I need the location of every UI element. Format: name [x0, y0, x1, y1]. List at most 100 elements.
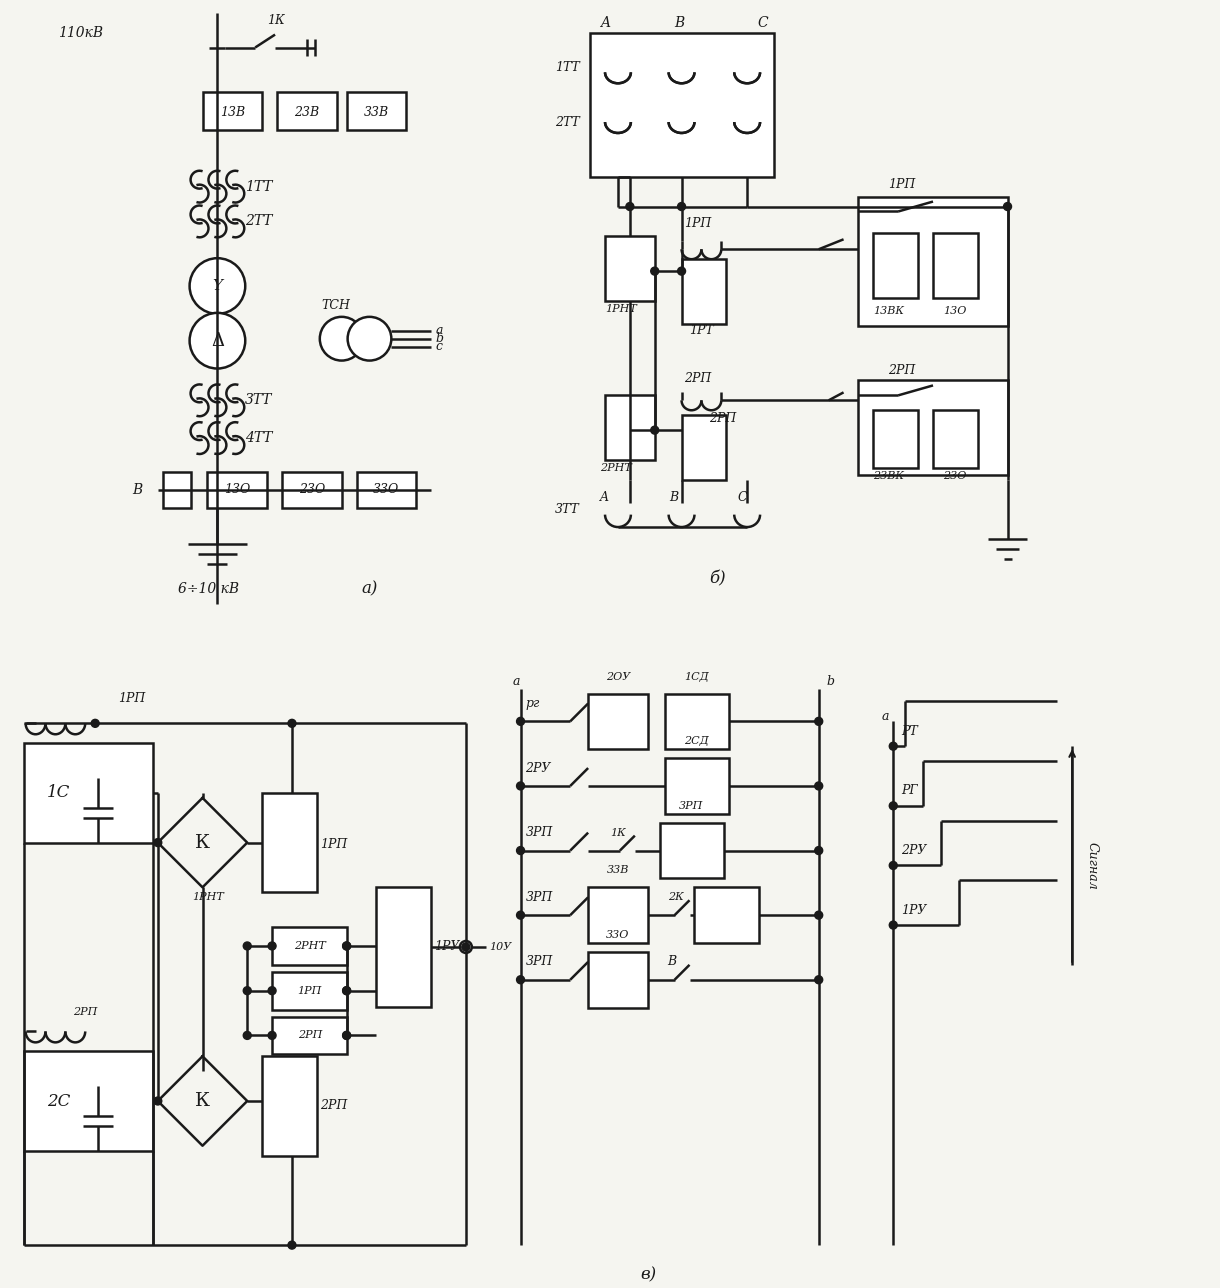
Bar	[665, 693, 730, 750]
Text: 1К: 1К	[267, 14, 284, 27]
Bar	[262, 793, 317, 893]
Text: 23В: 23В	[294, 106, 320, 118]
Circle shape	[288, 720, 296, 728]
Circle shape	[516, 782, 525, 790]
Bar	[590, 32, 773, 176]
Circle shape	[343, 942, 350, 951]
Bar	[356, 471, 416, 507]
Bar	[272, 1016, 346, 1055]
Circle shape	[268, 987, 276, 994]
Text: 2РП: 2РП	[684, 372, 711, 385]
Circle shape	[243, 942, 251, 951]
Text: 2РУ: 2РУ	[526, 761, 551, 774]
Text: c: c	[436, 340, 442, 353]
Text: 1РП: 1РП	[684, 216, 711, 231]
Text: 33В: 33В	[364, 106, 389, 118]
Bar	[605, 236, 655, 301]
Bar	[262, 1056, 317, 1155]
Text: 3РП: 3РП	[526, 826, 553, 840]
Text: C: C	[758, 15, 767, 30]
Circle shape	[650, 426, 659, 434]
Text: б): б)	[709, 571, 726, 587]
Text: A: A	[600, 491, 609, 504]
Bar	[605, 395, 655, 460]
Text: Δ: Δ	[211, 332, 224, 350]
Text: К: К	[195, 1092, 210, 1110]
Circle shape	[343, 1032, 350, 1039]
Text: 1К: 1К	[610, 828, 626, 837]
Text: C: C	[737, 491, 747, 504]
Text: Сигнал: Сигнал	[1086, 841, 1098, 889]
Text: B: B	[675, 15, 684, 30]
Text: 2К: 2К	[667, 893, 683, 903]
Text: 2РП: 2РП	[709, 412, 737, 425]
Bar	[933, 233, 977, 298]
Circle shape	[815, 717, 822, 725]
Text: 13О: 13О	[224, 483, 250, 496]
Bar	[272, 927, 346, 965]
Text: 2С: 2С	[46, 1092, 70, 1109]
Text: 3РП: 3РП	[526, 956, 553, 969]
Text: 1РУ: 1РУ	[434, 940, 460, 953]
Circle shape	[189, 313, 245, 368]
Circle shape	[92, 720, 99, 728]
Bar	[23, 743, 152, 842]
Text: 1ТТ: 1ТТ	[555, 61, 580, 73]
Text: К: К	[195, 833, 210, 851]
Bar	[203, 93, 262, 130]
Text: а): а)	[361, 581, 378, 598]
Text: 2РП: 2РП	[320, 1100, 346, 1113]
Text: 10У: 10У	[489, 942, 511, 952]
Text: 2СД: 2СД	[684, 737, 709, 746]
Circle shape	[189, 258, 245, 314]
Circle shape	[243, 987, 251, 994]
Bar	[377, 887, 431, 1007]
Circle shape	[815, 976, 822, 984]
Bar	[660, 823, 725, 878]
Text: 1ТТ: 1ТТ	[245, 179, 272, 193]
Circle shape	[516, 717, 525, 725]
Circle shape	[815, 911, 822, 920]
Text: 4ТТ: 4ТТ	[245, 431, 272, 446]
Bar	[933, 411, 977, 468]
Text: Y: Y	[212, 279, 222, 294]
Circle shape	[462, 943, 470, 951]
Text: 2РНТ: 2РНТ	[600, 462, 632, 473]
Text: 1РТ: 1РТ	[689, 325, 714, 337]
Text: 2РУ: 2РУ	[902, 844, 926, 857]
Text: 23О: 23О	[943, 471, 966, 480]
Circle shape	[268, 942, 276, 951]
Bar	[277, 93, 337, 130]
Text: 3РП: 3РП	[526, 891, 553, 904]
Circle shape	[268, 1032, 276, 1039]
Text: a: a	[881, 710, 889, 723]
Text: 110кВ: 110кВ	[59, 26, 104, 40]
Bar	[23, 1051, 152, 1150]
Bar	[272, 972, 346, 1010]
Text: b: b	[827, 675, 834, 688]
Circle shape	[516, 911, 525, 920]
Circle shape	[516, 846, 525, 854]
Text: 2РП: 2РП	[298, 1030, 322, 1041]
Text: b: b	[436, 332, 443, 345]
Text: 33О: 33О	[606, 930, 630, 940]
Text: 2ТТ: 2ТТ	[245, 214, 272, 228]
Bar	[162, 471, 190, 507]
Bar	[682, 415, 726, 480]
Text: 6÷10 кВ: 6÷10 кВ	[178, 582, 239, 596]
Text: 1РУ: 1РУ	[902, 904, 926, 917]
Circle shape	[460, 942, 472, 953]
Text: 1РП: 1РП	[320, 838, 346, 851]
Circle shape	[626, 202, 634, 210]
Text: 3ТТ: 3ТТ	[245, 393, 272, 407]
Text: 23ВК: 23ВК	[874, 471, 904, 480]
Text: 33О: 33О	[373, 483, 399, 496]
Text: 1СД: 1СД	[684, 671, 709, 681]
Bar	[588, 693, 648, 750]
Text: 13О: 13О	[943, 305, 966, 316]
Circle shape	[343, 987, 350, 994]
Circle shape	[243, 1032, 251, 1039]
Bar	[588, 952, 648, 1007]
Circle shape	[815, 846, 822, 854]
Text: рг: рг	[526, 697, 540, 710]
